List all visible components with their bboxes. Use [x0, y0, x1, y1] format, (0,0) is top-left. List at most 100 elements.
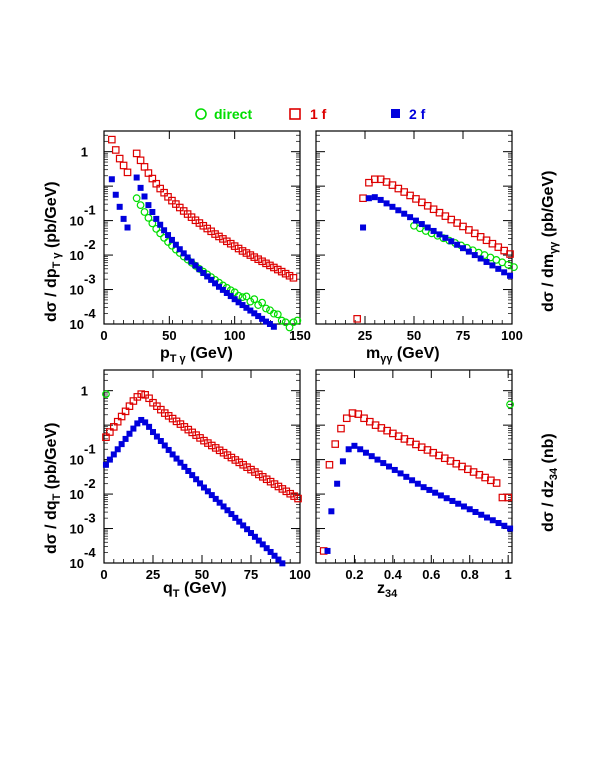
- point-2f-bottom-right: [507, 525, 514, 532]
- ytick-label-exponent: -3: [84, 272, 96, 287]
- point-2f-bottom-right: [345, 446, 352, 453]
- xlabel-top-right: mγγ (GeV): [366, 345, 440, 365]
- point-2f-top-left: [259, 315, 266, 322]
- ytick-label: 10: [70, 248, 84, 263]
- point-2f-bottom-right: [443, 495, 450, 502]
- point-2f-bottom-right: [386, 463, 393, 470]
- point-2f-top-left: [120, 215, 127, 222]
- point-2f-top-left: [153, 215, 160, 222]
- point-2f-top-left: [215, 283, 222, 290]
- point-1f-bottom-left: [282, 487, 291, 496]
- xtick-label-top-right: 75: [456, 328, 470, 343]
- point-2f-bottom-left: [161, 442, 168, 449]
- point-1f-top-right: [359, 194, 367, 203]
- point-2f-top-left: [266, 321, 273, 327]
- point-1f-bottom-right: [354, 410, 363, 418]
- point-direct-top-left: [234, 291, 243, 300]
- point-2f-top-right: [477, 255, 484, 262]
- point-2f-bottom-left: [173, 455, 180, 462]
- point-1f-bottom-left: [235, 458, 244, 467]
- point-1f-bottom-left: [137, 390, 146, 398]
- point-1f-bottom-right: [504, 493, 512, 502]
- point-2f-bottom-right: [489, 517, 496, 524]
- ytick-label-exponent: -1: [84, 442, 96, 457]
- point-1f-bottom-left: [262, 475, 271, 484]
- point-1f-top-left: [148, 174, 157, 183]
- point-1f-bottom-left: [274, 482, 283, 491]
- point-2f-top-left: [157, 221, 164, 228]
- point-1f-top-left: [123, 168, 132, 177]
- point-2f-top-left: [223, 289, 230, 296]
- point-2f-top-left: [116, 203, 123, 210]
- point-1f-top-left: [273, 265, 282, 274]
- point-1f-top-left: [223, 237, 231, 246]
- point-direct-top-left: [254, 301, 263, 309]
- point-2f-top-right: [412, 217, 419, 224]
- point-direct-top-left: [242, 292, 251, 301]
- ylabel-bottom-left: dσ / dqT (pb/GeV): [43, 423, 63, 554]
- point-1f-bottom-left: [106, 428, 114, 436]
- point-2f-bottom-left: [106, 456, 113, 463]
- point-2f-bottom-right: [466, 506, 473, 513]
- point-2f-top-left: [204, 273, 211, 280]
- point-1f-top-right: [506, 250, 514, 258]
- xtick-label-bottom-left: 0: [100, 567, 107, 582]
- point-2f-bottom-left: [177, 459, 184, 466]
- ytick-label: 1: [81, 145, 88, 160]
- xtick-label-bottom-right: 0.8: [461, 567, 479, 582]
- point-2f-bottom-left: [153, 433, 160, 440]
- ytick-label-exponent: -2: [84, 237, 96, 252]
- point-2f-bottom-left: [204, 488, 211, 495]
- point-1f-bottom-left: [223, 451, 232, 459]
- point-2f-bottom-left: [208, 492, 215, 499]
- xtick-label-top-left: 50: [162, 328, 176, 343]
- point-2f-top-left: [239, 302, 246, 309]
- xtick-label-bottom-right: 0.4: [384, 567, 403, 582]
- point-1f-top-left: [144, 169, 153, 177]
- point-1f-top-left: [277, 267, 286, 276]
- point-2f-bottom-left: [142, 419, 149, 426]
- point-2f-top-left: [255, 313, 262, 320]
- point-2f-bottom-left: [244, 526, 251, 533]
- point-direct-top-left: [144, 213, 153, 222]
- point-1f-top-left: [262, 259, 270, 268]
- point-2f-top-right: [377, 196, 384, 203]
- xtick-label-bottom-left: 100: [289, 567, 311, 582]
- point-2f-bottom-left: [138, 416, 145, 423]
- point-2f-top-right: [465, 248, 472, 255]
- point-2f-bottom-left: [118, 441, 125, 448]
- ytick-label-exponent: -4: [84, 306, 96, 321]
- point-direct-top-left: [156, 229, 165, 238]
- point-2f-bottom-right: [437, 492, 444, 499]
- point-2f-top-right: [360, 224, 367, 231]
- point-1f-top-left: [226, 239, 235, 248]
- xtick-label-bottom-right: 0.6: [422, 567, 440, 582]
- point-2f-bottom-left: [263, 545, 270, 552]
- point-1f-bottom-right: [498, 493, 507, 502]
- point-1f-bottom-left: [204, 439, 212, 447]
- point-2f-top-left: [196, 266, 203, 273]
- ylabel-top-right: dσ / dmγγ (pb/GeV): [540, 171, 560, 312]
- point-2f-bottom-left: [185, 467, 192, 474]
- point-2f-bottom-right: [478, 511, 485, 518]
- point-1f-top-left: [115, 154, 124, 163]
- point-2f-bottom-left: [150, 429, 156, 436]
- point-2f-top-left: [176, 246, 183, 253]
- point-2f-bottom-left: [181, 463, 188, 470]
- point-2f-top-right: [448, 238, 455, 245]
- point-1f-top-right: [353, 315, 361, 323]
- xlabel-bottom-left: qT (GeV): [163, 580, 227, 600]
- point-2f-top-left: [145, 202, 152, 209]
- point-2f-top-right: [365, 195, 372, 202]
- xtick-label-top-left: 0: [100, 328, 107, 343]
- point-2f-top-right: [471, 252, 478, 259]
- point-1f-bottom-left: [278, 485, 287, 493]
- point-2f-bottom-right: [328, 508, 335, 515]
- point-2f-top-left: [137, 184, 144, 191]
- point-1f-bottom-right: [342, 414, 351, 423]
- point-2f-top-right: [389, 203, 396, 210]
- point-2f-bottom-right: [455, 500, 462, 507]
- point-2f-top-left: [212, 280, 219, 287]
- point-1f-top-left: [156, 184, 164, 193]
